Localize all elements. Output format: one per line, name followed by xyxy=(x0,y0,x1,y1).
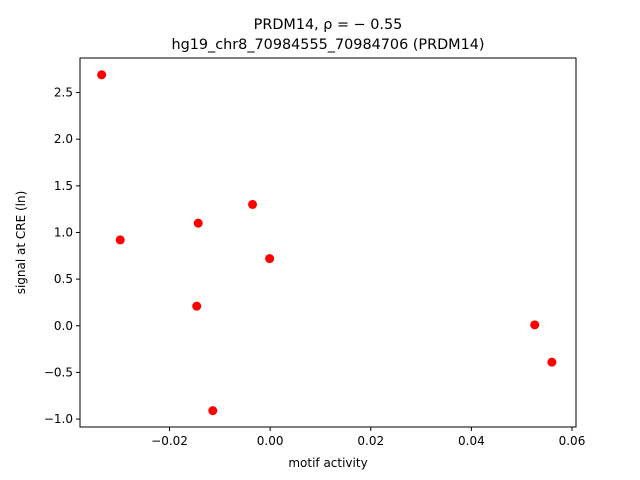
x-tick-label: 0.06 xyxy=(559,434,586,448)
y-tick-label: 2.0 xyxy=(54,132,73,146)
x-tick-label: −0.02 xyxy=(151,434,188,448)
y-tick-label: 1.5 xyxy=(54,179,73,193)
x-tick-label: 0.04 xyxy=(458,434,485,448)
x-tick-label: 0.00 xyxy=(257,434,284,448)
y-tick-label: 0.0 xyxy=(54,319,73,333)
data-point xyxy=(192,301,202,311)
chart-title-line1: PRDM14, ρ = − 0.55 xyxy=(254,17,403,33)
data-point xyxy=(115,235,125,245)
plot-frame xyxy=(79,57,577,428)
plot-area xyxy=(97,70,557,416)
data-point xyxy=(547,357,557,367)
y-tick-label: −1.0 xyxy=(44,412,73,426)
data-point xyxy=(193,218,203,228)
data-point xyxy=(208,406,218,416)
y-tick-label: 0.5 xyxy=(54,272,73,286)
data-point xyxy=(265,254,275,264)
y-axis-label: signal at CRE (ln) xyxy=(14,191,28,295)
chart-title-line2: hg19_chr8_70984555_70984706 (PRDM14) xyxy=(171,37,484,53)
data-point xyxy=(248,199,258,209)
x-tick-label: 0.02 xyxy=(357,434,384,448)
y-tick-label: −0.5 xyxy=(44,365,73,379)
data-point xyxy=(97,70,107,80)
data-point xyxy=(530,320,540,330)
y-tick-label: 2.5 xyxy=(54,86,73,100)
x-axis-label: motif activity xyxy=(288,456,367,470)
y-tick-label: 1.0 xyxy=(54,225,73,239)
